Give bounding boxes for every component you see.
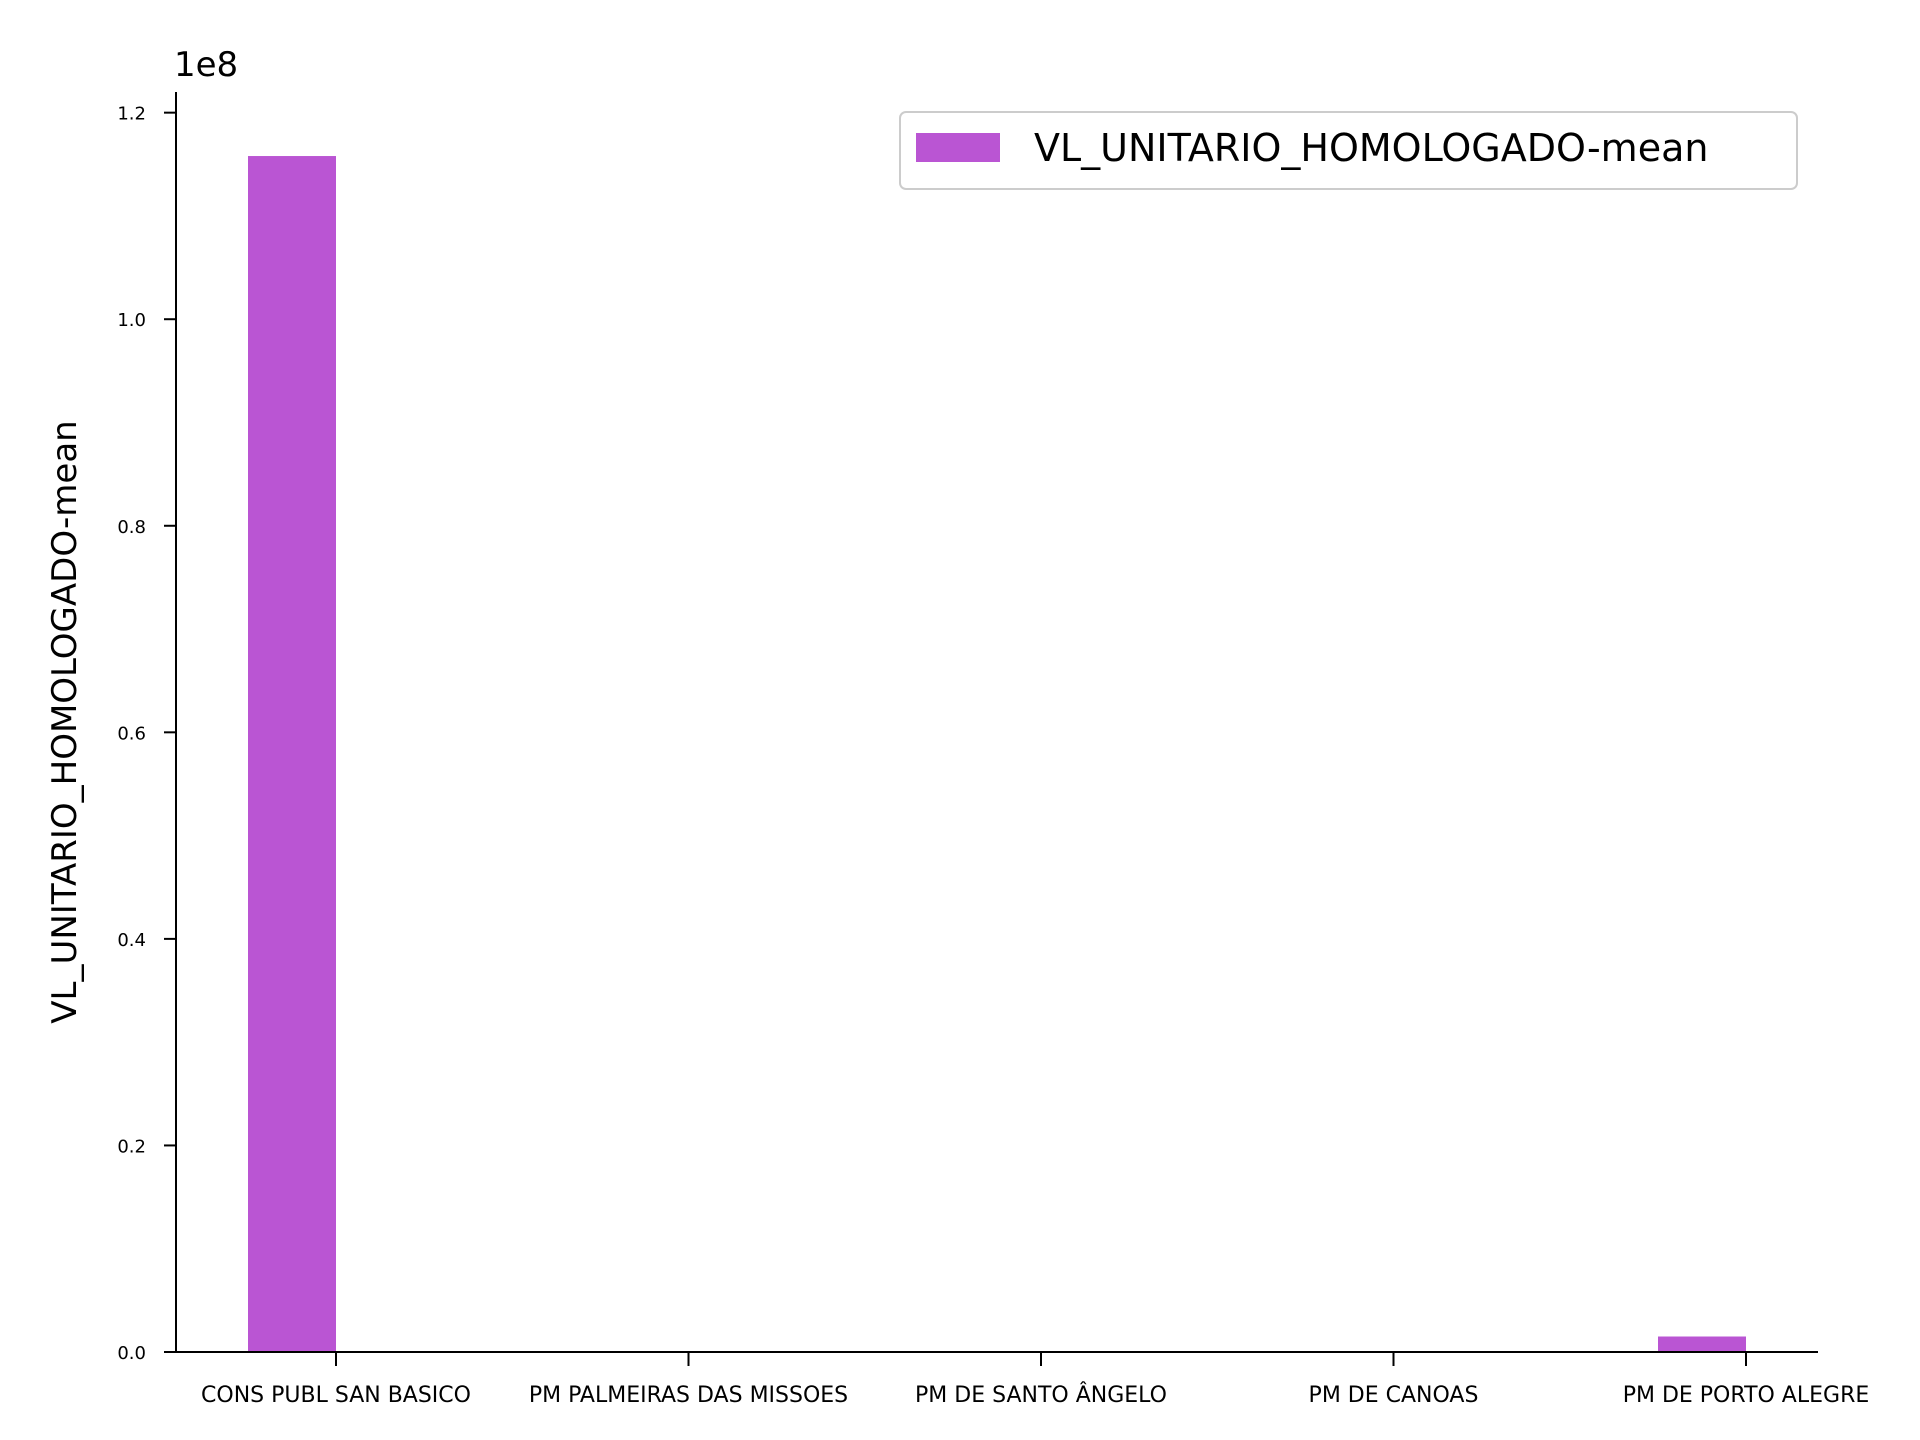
legend: VL_UNITARIO_HOMOLOGADO-mean — [899, 111, 1798, 190]
bar-4 — [1658, 1336, 1746, 1352]
legend-label: VL_UNITARIO_HOMOLOGADO-mean — [1034, 126, 1708, 170]
y-ticks-group: 0.0 0.2 0.4 0.6 0.8 1.0 1.2 — [117, 104, 176, 1364]
y-tick-label: 1.0 — [117, 310, 146, 331]
x-tick-label: PM DE CANOAS — [1309, 1383, 1479, 1408]
y-tick-label: 1.2 — [117, 104, 146, 125]
legend-swatch — [916, 133, 1000, 162]
y-tick-label: 0.4 — [117, 930, 146, 951]
x-tick-label: PM PALMEIRAS DAS MISSOES — [529, 1383, 848, 1408]
y-tick-label: 0.0 — [117, 1343, 146, 1364]
bars-group — [248, 156, 1746, 1352]
y-tick-label: 0.2 — [117, 1136, 146, 1157]
x-tick-label: PM DE PORTO ALEGRE — [1623, 1383, 1870, 1408]
y-offset-label: 1e8 — [174, 45, 238, 85]
y-tick-label: 0.8 — [117, 517, 146, 538]
x-tick-label: CONS PUBL SAN BASICO — [201, 1383, 471, 1408]
y-tick-label: 0.6 — [117, 723, 146, 744]
y-axis-label: VL_UNITARIO_HOMOLOGADO-mean — [45, 420, 85, 1023]
legend-box — [899, 111, 1798, 190]
bar-0 — [248, 156, 336, 1352]
axes-group — [175, 92, 1818, 1353]
x-ticks-group: CONS PUBL SAN BASICO PM PALMEIRAS DAS MIS… — [201, 1352, 1869, 1408]
x-tick-label: PM DE SANTO ÂNGELO — [915, 1382, 1167, 1408]
